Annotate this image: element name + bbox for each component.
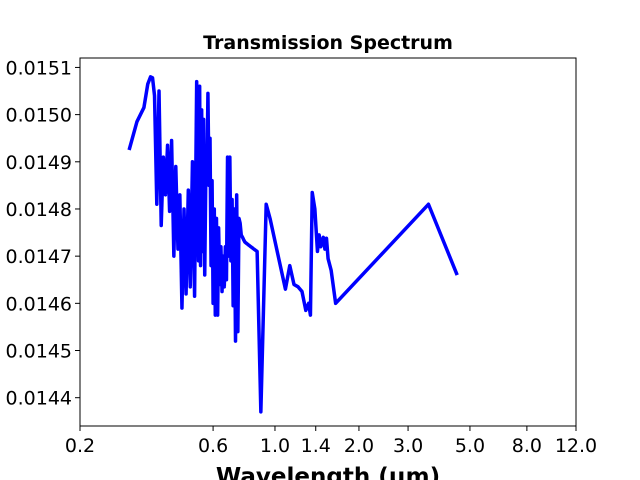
chart-title: Transmission Spectrum — [203, 32, 453, 54]
y-tick-label: 0.0150 — [6, 105, 72, 127]
x-tick-label: 1.0 — [260, 435, 290, 457]
y-tick-label: 0.0151 — [6, 57, 72, 79]
x-tick-label: 0.2 — [65, 435, 95, 457]
x-tick-label: 0.6 — [198, 435, 228, 457]
x-tick-label: 3.0 — [393, 435, 423, 457]
x-tick-label: 2.0 — [344, 435, 374, 457]
y-axis: 0.0144 0.0145 0.0146 0.0147 0.0148 0.0149 0.01… — [6, 57, 80, 410]
y-tick-label: 0.0146 — [6, 293, 72, 315]
x-axis-label: Wavelength (μm) — [216, 464, 440, 480]
plot-frame — [79, 57, 577, 427]
x-tick-label: 1.4 — [301, 435, 331, 457]
series-line-0 — [127, 75, 459, 414]
y-tick-label: 0.0144 — [6, 388, 72, 410]
x-tick-label: 12.0 — [555, 435, 597, 457]
x-tick-label: 8.0 — [512, 435, 542, 457]
x-tick-label: 5.0 — [455, 435, 485, 457]
plot-area — [79, 57, 577, 427]
y-tick-label: 0.0145 — [6, 341, 72, 363]
y-tick-label: 0.0147 — [6, 246, 72, 268]
x-axis: 0.2 0.6 1.0 1.4 2.0 3.0 5.0 8.0 12.0 — [65, 426, 597, 457]
y-tick-label: 0.0148 — [6, 199, 72, 221]
y-tick-label: 0.0149 — [6, 152, 72, 174]
